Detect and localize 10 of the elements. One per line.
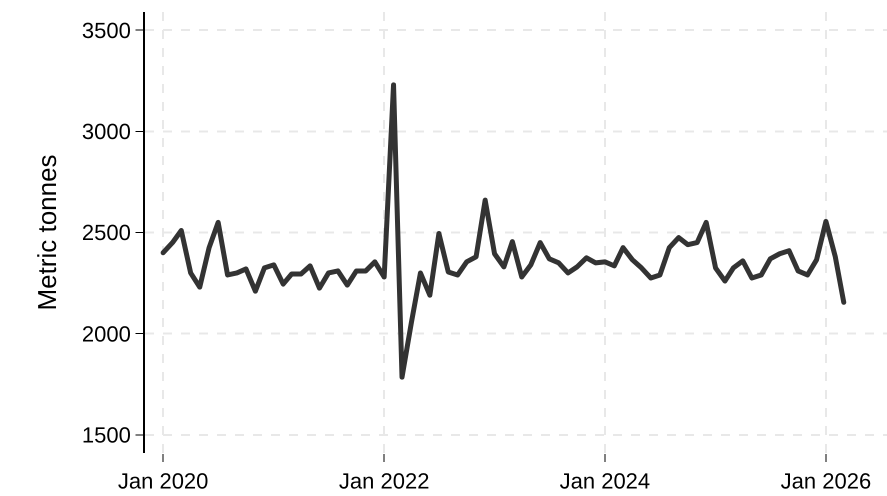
x-tick-label: Jan 2022 bbox=[338, 468, 430, 494]
y-axis-title: Metric tonnes bbox=[32, 154, 62, 311]
y-tick-label: 1500 bbox=[82, 422, 131, 448]
y-tick-label: 3500 bbox=[82, 18, 131, 43]
x-tick-label: Jan 2026 bbox=[780, 468, 872, 494]
y-tick-label: 2500 bbox=[82, 220, 131, 246]
x-tick-label: Jan 2020 bbox=[118, 468, 208, 494]
y-tick-label: 3000 bbox=[82, 119, 131, 144]
y-tick-label: 2000 bbox=[82, 321, 131, 346]
x-tick-label: Jan 2024 bbox=[560, 468, 650, 494]
